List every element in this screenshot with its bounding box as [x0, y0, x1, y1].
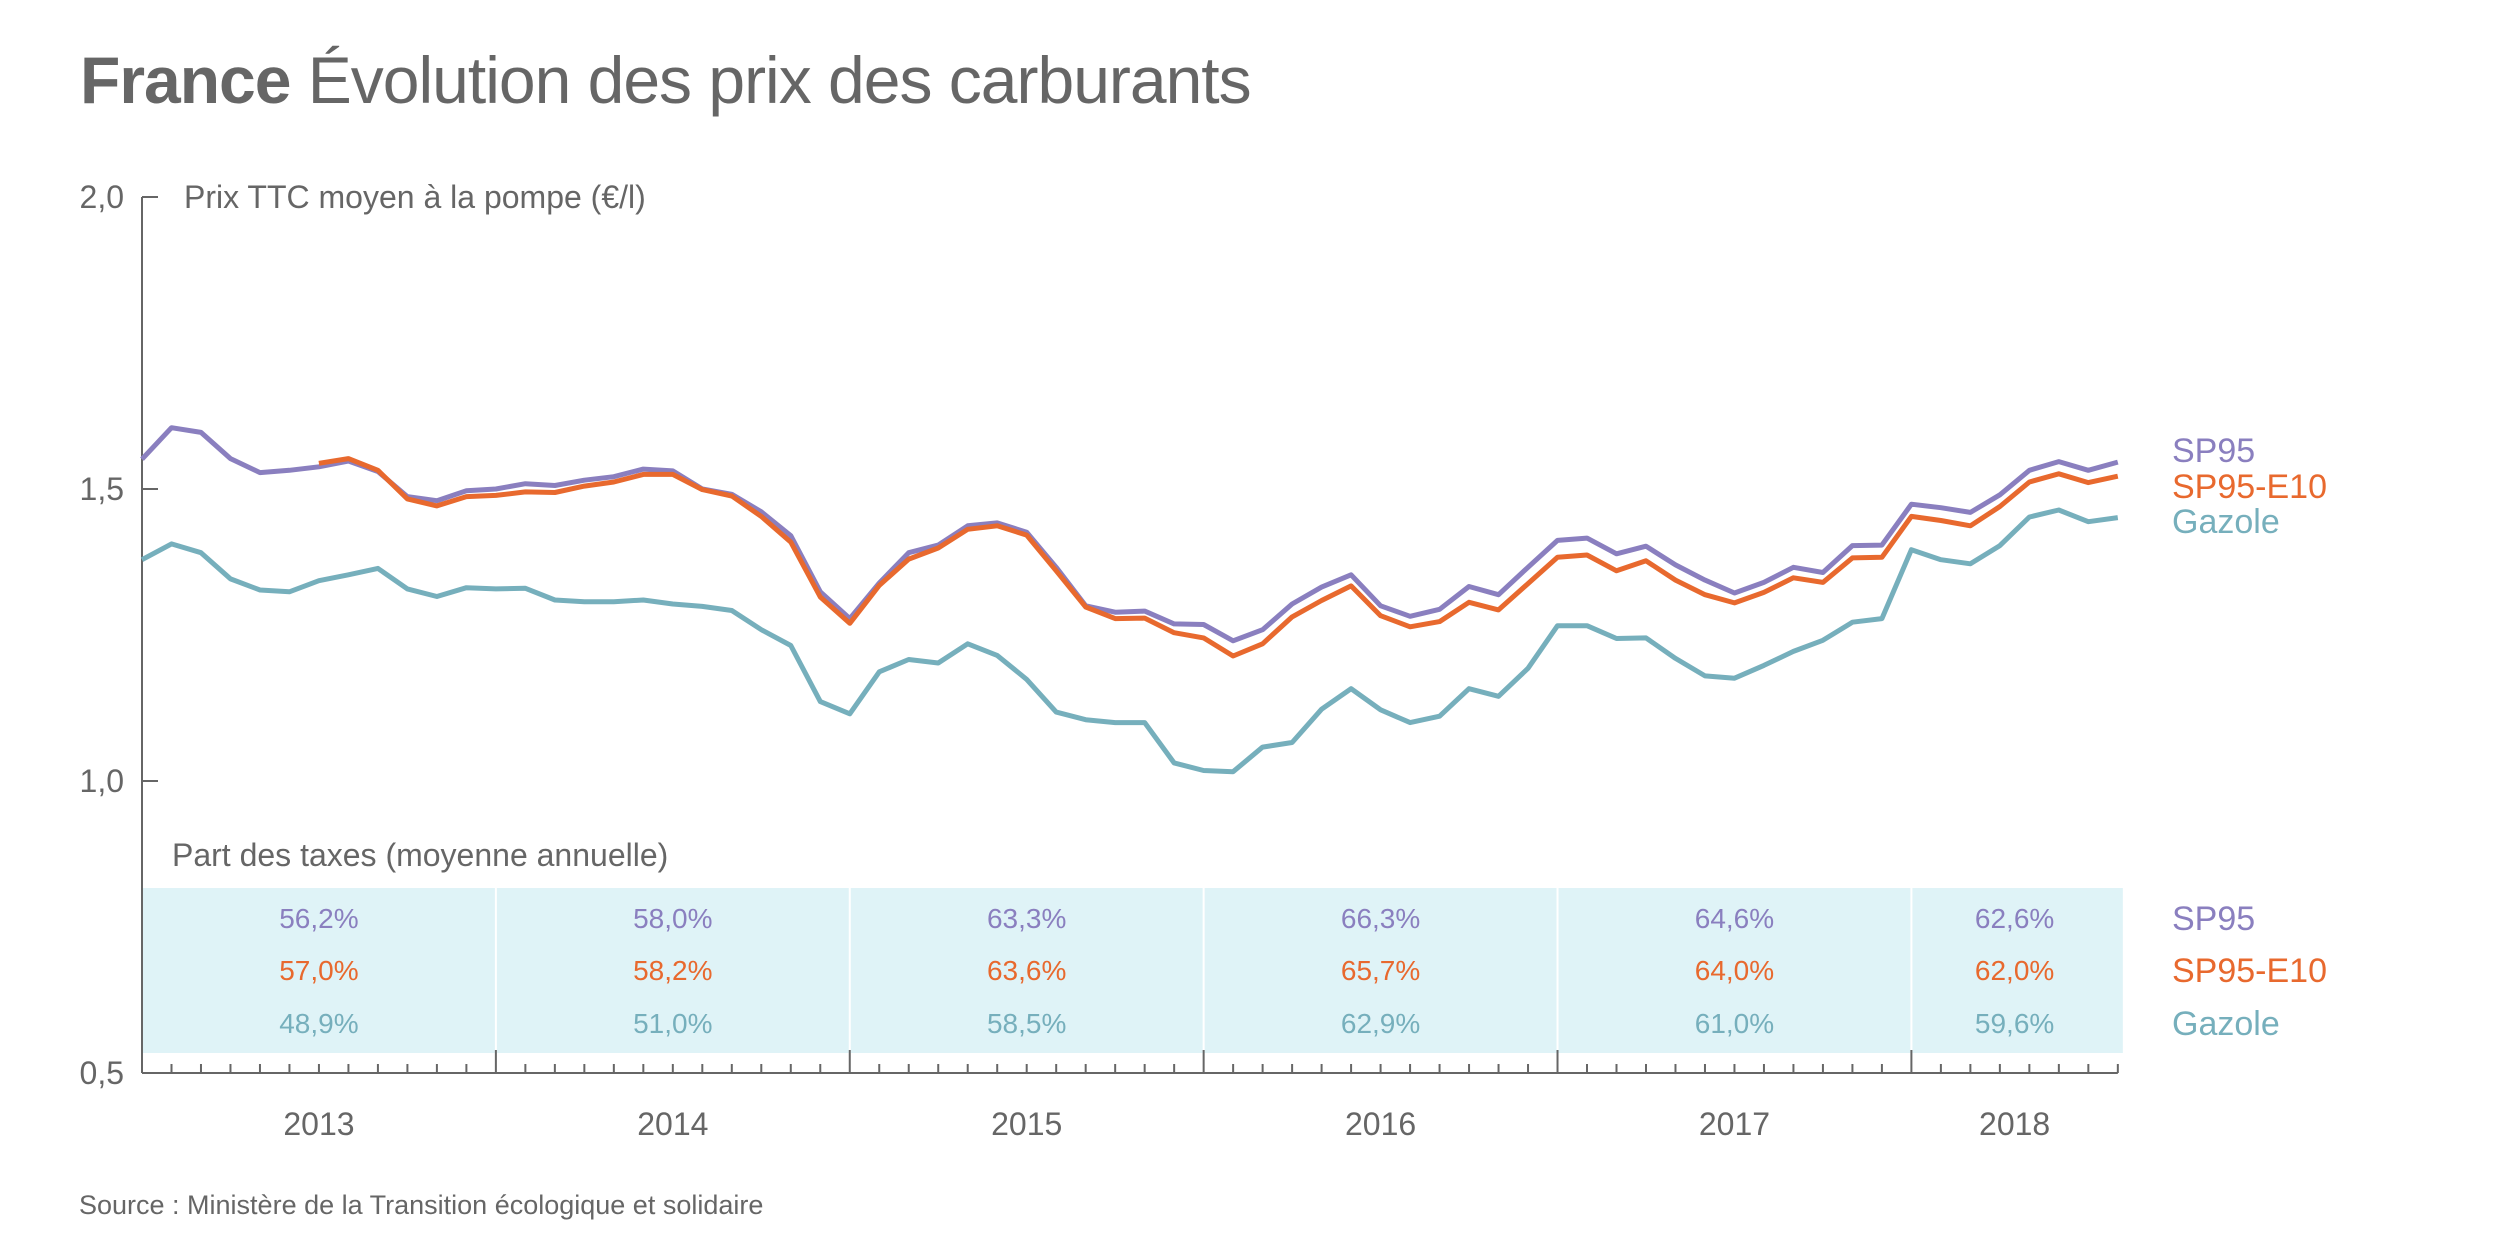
y-axis-title: Prix TTC moyen à la pompe (€/l) — [184, 179, 646, 215]
axes — [141, 196, 2119, 1074]
series-lines — [140, 425, 2119, 775]
tax-value-sp95-e10-2017: 64,0% — [1695, 955, 1774, 986]
y-tick-label: 1,5 — [80, 471, 124, 507]
x-tick-label-2017: 2017 — [1699, 1106, 1770, 1142]
tax-value-sp95-2015: 63,3% — [987, 903, 1066, 934]
tax-value-sp95-e10-2013: 57,0% — [279, 955, 358, 986]
series-line-sp95-e10 — [318, 456, 2119, 659]
y-tick-label: 0,5 — [80, 1055, 124, 1091]
series-line-gazole — [140, 507, 2119, 775]
tax-value-sp95-e10-2015: 63,6% — [987, 955, 1066, 986]
legend-label-sp95: SP95 — [2172, 432, 2255, 470]
tax-band — [142, 888, 2123, 1053]
tax-value-sp95-2014: 58,0% — [633, 903, 712, 934]
tax-value-gazole-2013: 48,9% — [279, 1008, 358, 1039]
tax-table-title: Part des taxes (moyenne annuelle) — [172, 837, 668, 873]
y-tick-label: 1,0 — [80, 763, 124, 799]
tax-value-gazole-2016: 62,9% — [1341, 1008, 1420, 1039]
tax-legend-sp95: SP95 — [2172, 900, 2255, 938]
labels: Part des taxes (moyenne annuelle) 56,2% 58… — [80, 179, 2327, 1142]
tax-value-sp95-e10-2016: 65,7% — [1341, 955, 1420, 986]
tax-value-sp95-e10-2018: 62,0% — [1975, 955, 2054, 986]
title-text: Évolution des prix des carburants — [307, 43, 1252, 117]
tax-value-sp95-2016: 66,3% — [1341, 903, 1420, 934]
source-note: Source : Ministère de la Transition écol… — [79, 1190, 764, 1220]
tax-value-sp95-2018: 62,6% — [1975, 903, 2054, 934]
x-tick-label-2014: 2014 — [637, 1106, 708, 1142]
tax-value-gazole-2014: 51,0% — [633, 1008, 712, 1039]
x-tick-label-2015: 2015 — [991, 1106, 1062, 1142]
x-tick-label-2013: 2013 — [283, 1106, 354, 1142]
title-country: France — [80, 43, 291, 117]
x-tick-label-2018: 2018 — [1979, 1106, 2050, 1142]
legend-label-gazole: Gazole — [2172, 503, 2280, 541]
series-line-sp95 — [140, 425, 2119, 644]
x-tick-label-2016: 2016 — [1345, 1106, 1416, 1142]
tax-value-sp95-e10-2014: 58,2% — [633, 955, 712, 986]
tax-band-background — [142, 888, 2123, 1053]
chart-title: France Évolution des prix des carburants — [80, 40, 1252, 120]
tax-value-gazole-2018: 59,6% — [1975, 1008, 2054, 1039]
tax-value-sp95-2013: 56,2% — [279, 903, 358, 934]
tax-legend-sp95-e10: SP95-E10 — [2172, 952, 2327, 990]
tax-legend-gazole: Gazole — [2172, 1005, 2280, 1043]
y-tick-label: 2,0 — [80, 179, 124, 215]
tax-value-sp95-2017: 64,6% — [1695, 903, 1774, 934]
legend-label-sp95-e10: SP95-E10 — [2172, 468, 2327, 506]
tax-value-gazole-2017: 61,0% — [1695, 1008, 1774, 1039]
tax-value-gazole-2015: 58,5% — [987, 1008, 1066, 1039]
